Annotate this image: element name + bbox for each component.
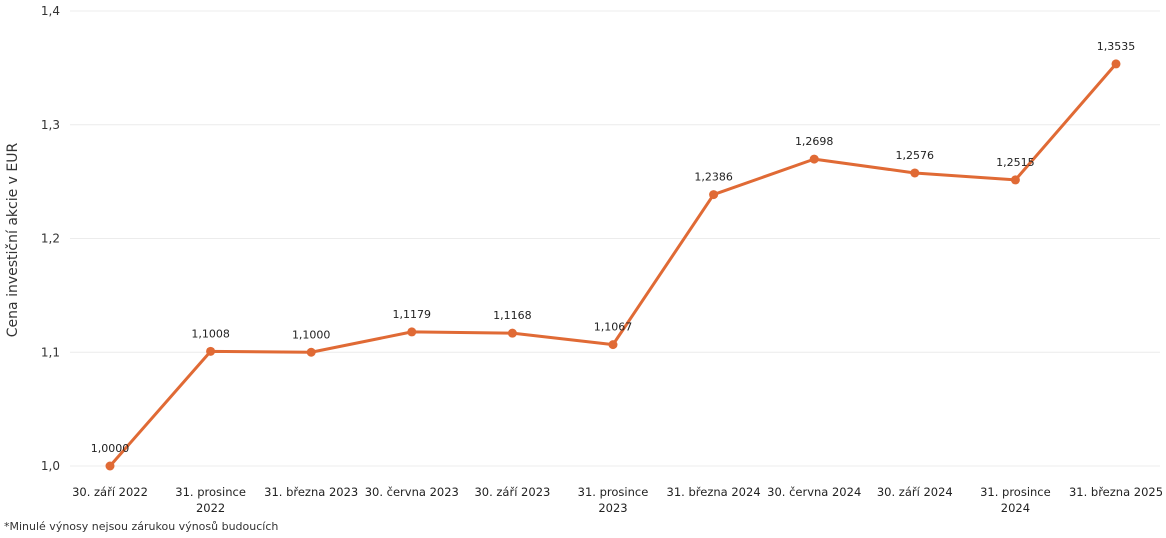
- data-point: [809, 154, 819, 164]
- data-point: [306, 347, 316, 357]
- data-label: 1,2386: [694, 171, 733, 184]
- data-point: [1111, 59, 1121, 69]
- data-label: 1,1067: [594, 321, 633, 334]
- x-tick-label: 31. března 2023: [264, 485, 358, 499]
- data-labels: 1,0000 1,1008 1,1000 1,1179 1,1168 1,1067 1,23…: [91, 40, 1136, 455]
- x-tick-label: 30. června 2023: [365, 485, 459, 499]
- data-label: 1,2515: [996, 156, 1035, 169]
- y-tick-label: 1,0: [41, 459, 60, 473]
- x-tick-label: 30. září 2024: [877, 485, 953, 499]
- data-label: 1,1168: [493, 309, 532, 322]
- x-tick-label: 30. června 2024: [767, 485, 861, 499]
- data-point: [206, 346, 216, 356]
- series-points: [105, 59, 1121, 471]
- y-tick-label: 1,2: [41, 232, 60, 246]
- data-label: 1,2576: [896, 149, 935, 162]
- y-axis-label: Cena investiční akcie v EUR: [5, 143, 21, 338]
- data-point: [407, 327, 417, 337]
- data-point: [507, 328, 517, 338]
- footnote: *Minulé výnosy nejsou zárukou výnosů bud…: [4, 520, 279, 533]
- data-point: [910, 168, 920, 178]
- x-tick-label: 31. prosince 2022: [175, 485, 246, 515]
- data-point: [608, 340, 618, 350]
- data-label: 1,2698: [795, 135, 834, 148]
- data-point: [1010, 175, 1020, 185]
- data-label: 1,3535: [1097, 40, 1136, 53]
- gridlines: [70, 10, 1160, 467]
- data-point: [709, 190, 719, 200]
- x-tick-label: 31. prosince 2024: [980, 485, 1051, 515]
- x-tick-label: 31. března 2025: [1069, 485, 1163, 499]
- data-label: 1,1179: [393, 308, 432, 321]
- x-tick-label: 30. září 2022: [72, 485, 148, 499]
- data-label: 1,0000: [91, 442, 130, 455]
- series-line-path: [108, 62, 1118, 468]
- data-label: 1,1008: [191, 327, 230, 340]
- data-point: [105, 461, 115, 471]
- x-tick-label: 30. září 2023: [474, 485, 550, 499]
- y-tick-label: 1,1: [41, 345, 60, 359]
- y-tick-label: 1,4: [41, 4, 60, 18]
- x-tick-label: 31. března 2024: [667, 485, 761, 499]
- data-label: 1,1000: [292, 328, 331, 341]
- x-tick-label: 31. prosince 2023: [578, 485, 649, 515]
- y-axis: 1,0 1,1 1,2 1,3 1,4: [41, 4, 60, 473]
- x-axis: 30. září 2022 31. prosince 2022 31. března …: [72, 485, 1163, 515]
- y-tick-label: 1,3: [41, 118, 60, 132]
- series-line: [108, 62, 1118, 468]
